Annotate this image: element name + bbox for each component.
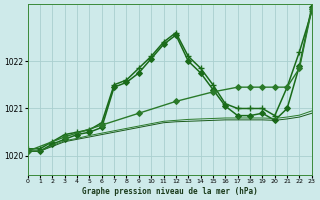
X-axis label: Graphe pression niveau de la mer (hPa): Graphe pression niveau de la mer (hPa) bbox=[82, 187, 258, 196]
